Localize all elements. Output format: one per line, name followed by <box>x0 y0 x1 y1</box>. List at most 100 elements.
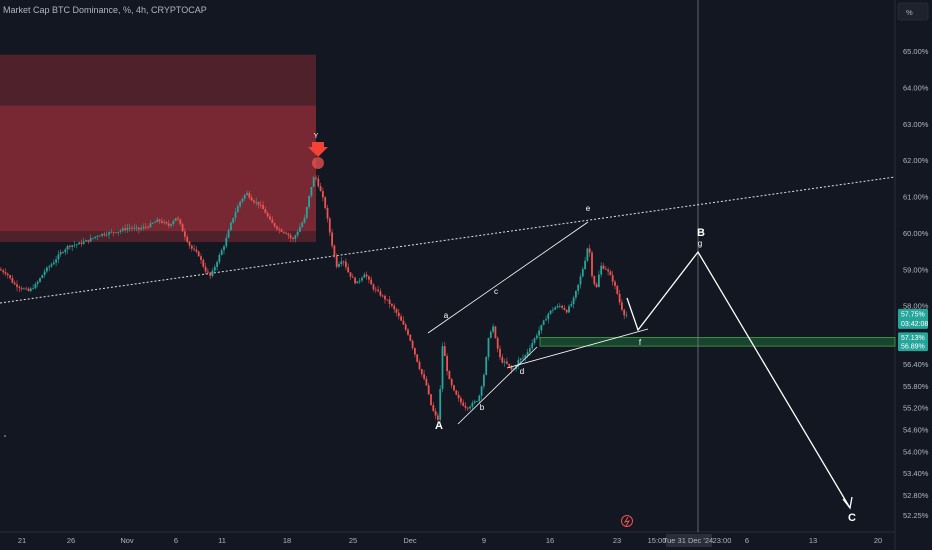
price-tick-label: 58.00% <box>903 302 929 311</box>
candle <box>39 277 41 283</box>
candle <box>591 250 593 279</box>
candle <box>312 175 315 188</box>
candle-body <box>623 309 626 316</box>
candle-body <box>404 324 407 330</box>
candle <box>158 218 161 224</box>
candle-body <box>338 263 340 267</box>
candle <box>489 329 492 339</box>
candle-body <box>278 229 281 230</box>
candle-body <box>400 316 402 321</box>
candle <box>464 402 467 411</box>
candle <box>241 197 244 204</box>
candle-body <box>305 207 308 218</box>
candle-body <box>354 277 356 284</box>
price-scale[interactable]: 65.00% 64.00% 63.00% 62.00% 61.00% 60.00% 59.0… <box>903 47 929 520</box>
candle-body <box>616 285 619 294</box>
time-tick-label: 25 <box>349 536 357 545</box>
candle <box>614 280 616 290</box>
candle <box>480 385 483 400</box>
candle-body <box>549 310 552 314</box>
candle-body <box>110 231 113 233</box>
triangle-lower-line-2[interactable] <box>506 328 649 369</box>
dotted-trendline[interactable] <box>0 176 896 304</box>
candle <box>402 316 405 326</box>
candle <box>310 187 313 198</box>
candle <box>377 285 379 293</box>
candle <box>85 239 87 242</box>
candle-body <box>591 252 593 276</box>
candle <box>535 333 538 341</box>
candle <box>379 288 382 297</box>
candle-body <box>25 288 28 290</box>
candle <box>147 225 149 230</box>
triangle-lower-line-1[interactable] <box>457 346 538 425</box>
candle <box>170 223 172 228</box>
candle-body <box>179 219 182 225</box>
candle <box>595 281 598 288</box>
candle <box>25 286 28 290</box>
candle <box>230 221 232 232</box>
candle <box>179 218 182 226</box>
candle-body <box>55 259 57 263</box>
candle <box>476 400 478 403</box>
price-tick-label: 60.00% <box>903 229 929 238</box>
candle-body <box>18 286 21 288</box>
candle-body <box>151 222 154 224</box>
marker-circle <box>312 157 324 169</box>
candle <box>112 231 115 237</box>
candle <box>338 261 340 268</box>
candle-body <box>363 274 366 278</box>
triangle-upper-line-1[interactable] <box>427 221 589 334</box>
candle <box>335 253 338 269</box>
crosshair-date-box <box>666 534 712 547</box>
projection-path[interactable] <box>626 250 851 509</box>
candle <box>621 299 623 312</box>
candle-body <box>542 320 545 325</box>
candle <box>6 272 9 279</box>
candle-body <box>207 271 209 273</box>
candle-body <box>361 277 363 281</box>
candle <box>98 234 101 237</box>
candle-body <box>156 219 159 223</box>
candle-body <box>466 407 469 409</box>
candle-body <box>190 245 193 249</box>
candle <box>552 307 554 313</box>
candle <box>142 223 145 231</box>
unit-button-label: % <box>906 8 913 17</box>
candle-body <box>340 261 343 264</box>
candle <box>531 339 534 351</box>
candle <box>294 234 297 243</box>
lightning-icon[interactable] <box>621 515 633 527</box>
candle <box>411 339 414 351</box>
candle-body <box>469 406 471 409</box>
candle <box>105 231 108 237</box>
candle-body <box>241 198 244 202</box>
candle <box>177 216 179 222</box>
candle <box>96 234 99 241</box>
candle <box>342 260 345 266</box>
candle <box>202 258 205 269</box>
candle-body <box>312 177 315 188</box>
candle <box>558 302 561 309</box>
candle <box>611 271 614 286</box>
candle <box>9 274 11 281</box>
candle-body <box>430 394 432 406</box>
candle <box>361 276 363 283</box>
candle-body <box>197 251 200 257</box>
time-tick-label: 26 <box>67 536 75 545</box>
candle-body <box>147 226 149 228</box>
candle <box>126 223 129 233</box>
price-tag-box <box>898 332 928 343</box>
candle-body <box>101 233 103 236</box>
wave-label-d: d <box>520 367 524 376</box>
price-tick-label: 59.00% <box>903 265 929 274</box>
candle-body <box>13 282 16 285</box>
time-tick-label: 15:00 <box>648 536 667 545</box>
candle <box>2 268 5 275</box>
time-tick-label: 6 <box>745 536 749 545</box>
candle-body <box>85 240 87 242</box>
unit-button[interactable] <box>897 2 929 21</box>
candle <box>41 274 44 279</box>
